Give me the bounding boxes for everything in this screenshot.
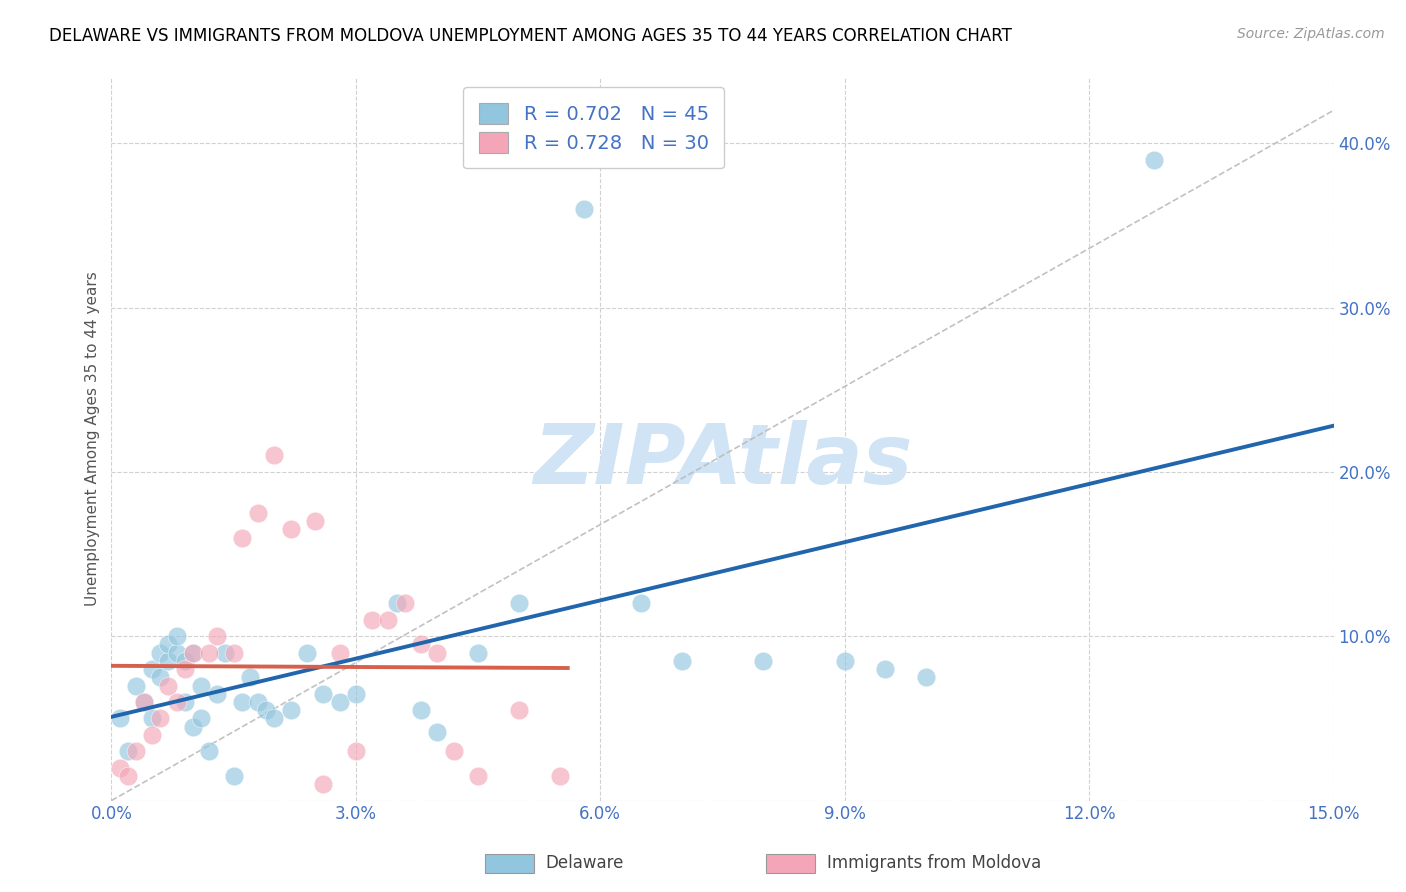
- Point: [508, 596, 530, 610]
- Point: [173, 662, 195, 676]
- Y-axis label: Unemployment Among Ages 35 to 44 years: Unemployment Among Ages 35 to 44 years: [86, 272, 100, 607]
- Point: [671, 654, 693, 668]
- Text: Delaware: Delaware: [546, 855, 624, 872]
- Point: [157, 638, 180, 652]
- Point: [344, 744, 367, 758]
- Point: [752, 654, 775, 668]
- Point: [312, 687, 335, 701]
- Point: [409, 638, 432, 652]
- Point: [214, 646, 236, 660]
- Point: [166, 629, 188, 643]
- Point: [149, 670, 172, 684]
- Point: [915, 670, 938, 684]
- Point: [141, 711, 163, 725]
- Point: [132, 695, 155, 709]
- Point: [280, 703, 302, 717]
- Point: [1143, 153, 1166, 167]
- Point: [263, 449, 285, 463]
- Point: [117, 744, 139, 758]
- Point: [157, 679, 180, 693]
- Point: [409, 703, 432, 717]
- Text: Immigrants from Moldova: Immigrants from Moldova: [827, 855, 1040, 872]
- Point: [467, 769, 489, 783]
- Point: [231, 531, 253, 545]
- Point: [222, 769, 245, 783]
- Point: [108, 761, 131, 775]
- Point: [312, 777, 335, 791]
- Point: [173, 695, 195, 709]
- Point: [231, 695, 253, 709]
- Point: [166, 695, 188, 709]
- Text: ZIPAtlas: ZIPAtlas: [533, 420, 912, 501]
- Point: [149, 711, 172, 725]
- Point: [247, 695, 270, 709]
- Point: [548, 769, 571, 783]
- Point: [834, 654, 856, 668]
- Point: [344, 687, 367, 701]
- Point: [207, 687, 229, 701]
- Point: [394, 596, 416, 610]
- Point: [239, 670, 262, 684]
- Point: [247, 506, 270, 520]
- Point: [125, 744, 148, 758]
- Point: [329, 646, 352, 660]
- Point: [190, 711, 212, 725]
- Point: [141, 728, 163, 742]
- Point: [190, 679, 212, 693]
- Point: [254, 703, 277, 717]
- Point: [132, 695, 155, 709]
- Text: Source: ZipAtlas.com: Source: ZipAtlas.com: [1237, 27, 1385, 41]
- Point: [467, 646, 489, 660]
- Point: [280, 523, 302, 537]
- Point: [222, 646, 245, 660]
- Point: [295, 646, 318, 660]
- Point: [329, 695, 352, 709]
- Point: [181, 646, 204, 660]
- Point: [443, 744, 465, 758]
- Point: [117, 769, 139, 783]
- Point: [508, 703, 530, 717]
- Point: [385, 596, 408, 610]
- Point: [304, 514, 326, 528]
- Point: [361, 613, 384, 627]
- Point: [181, 646, 204, 660]
- Point: [426, 646, 449, 660]
- Point: [377, 613, 399, 627]
- Text: DELAWARE VS IMMIGRANTS FROM MOLDOVA UNEMPLOYMENT AMONG AGES 35 TO 44 YEARS CORRE: DELAWARE VS IMMIGRANTS FROM MOLDOVA UNEM…: [49, 27, 1012, 45]
- Point: [198, 744, 221, 758]
- Point: [157, 654, 180, 668]
- Point: [181, 720, 204, 734]
- Legend: R = 0.702   N = 45, R = 0.728   N = 30: R = 0.702 N = 45, R = 0.728 N = 30: [464, 87, 724, 169]
- Point: [630, 596, 652, 610]
- Point: [263, 711, 285, 725]
- Point: [108, 711, 131, 725]
- Point: [875, 662, 897, 676]
- Point: [207, 629, 229, 643]
- Point: [173, 654, 195, 668]
- Point: [149, 646, 172, 660]
- Point: [426, 724, 449, 739]
- Point: [572, 202, 595, 216]
- Point: [166, 646, 188, 660]
- Point: [141, 662, 163, 676]
- Point: [125, 679, 148, 693]
- Point: [198, 646, 221, 660]
